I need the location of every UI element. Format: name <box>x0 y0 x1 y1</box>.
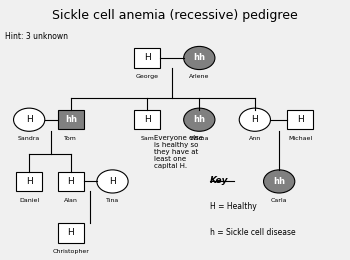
Text: hh: hh <box>193 115 205 124</box>
Circle shape <box>97 170 128 193</box>
Circle shape <box>14 108 45 131</box>
Text: Christopher: Christopher <box>52 249 89 254</box>
Text: H: H <box>297 115 303 124</box>
FancyBboxPatch shape <box>134 48 160 68</box>
Text: Alan: Alan <box>64 198 78 203</box>
Text: Tina: Tina <box>106 198 119 203</box>
Text: H = Healthy: H = Healthy <box>210 202 257 211</box>
FancyBboxPatch shape <box>287 110 313 129</box>
Text: Arlene: Arlene <box>189 74 210 79</box>
Text: H: H <box>26 115 33 124</box>
Text: H: H <box>252 115 258 124</box>
Text: hh: hh <box>65 115 77 124</box>
Text: Hint: 3 unknown: Hint: 3 unknown <box>5 32 68 41</box>
Text: Michael: Michael <box>288 136 312 141</box>
Text: Daniel: Daniel <box>19 198 39 203</box>
Text: Sickle cell anemia (recessive) pedigree: Sickle cell anemia (recessive) pedigree <box>52 9 298 22</box>
Text: Everyone else
is healthy so
they have at
least one
capital H.: Everyone else is healthy so they have at… <box>154 135 203 169</box>
Text: H: H <box>68 177 74 186</box>
FancyBboxPatch shape <box>58 172 84 191</box>
Text: H: H <box>144 115 150 124</box>
Text: H: H <box>144 54 150 62</box>
Text: hh: hh <box>193 54 205 62</box>
Text: h = Sickle cell disease: h = Sickle cell disease <box>210 228 295 237</box>
Text: hh: hh <box>273 177 285 186</box>
Text: Wilma: Wilma <box>190 136 209 141</box>
Text: H: H <box>109 177 116 186</box>
Circle shape <box>239 108 271 131</box>
Text: Tom: Tom <box>64 136 77 141</box>
FancyBboxPatch shape <box>58 223 84 243</box>
FancyBboxPatch shape <box>134 110 160 129</box>
Text: Sam: Sam <box>140 136 154 141</box>
Circle shape <box>184 46 215 70</box>
Text: Key: Key <box>210 176 228 185</box>
Text: George: George <box>136 74 159 79</box>
FancyBboxPatch shape <box>58 110 84 129</box>
Text: Carla: Carla <box>271 198 287 203</box>
Text: H: H <box>68 228 74 237</box>
Circle shape <box>264 170 295 193</box>
Circle shape <box>184 108 215 131</box>
Text: Ann: Ann <box>249 136 261 141</box>
Text: H: H <box>26 177 33 186</box>
FancyBboxPatch shape <box>16 172 42 191</box>
Text: Sandra: Sandra <box>18 136 40 141</box>
